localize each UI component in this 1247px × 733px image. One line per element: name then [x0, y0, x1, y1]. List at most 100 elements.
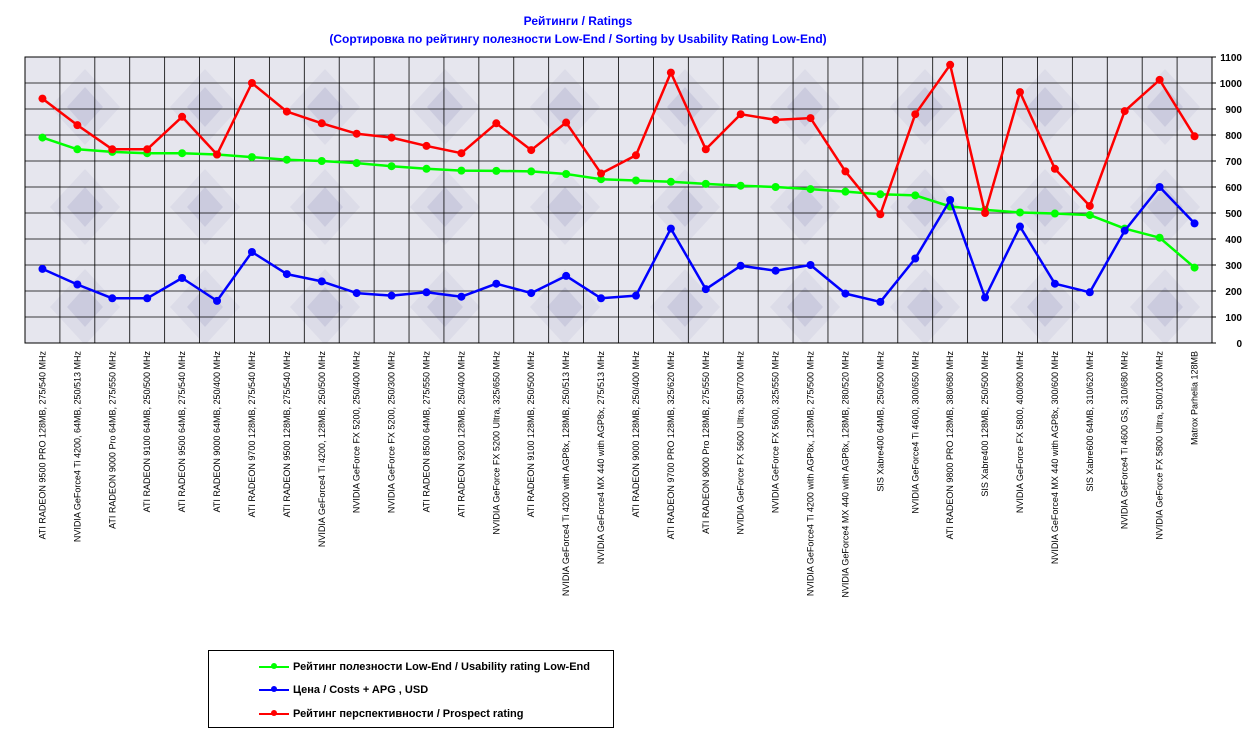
data-point-costs: [1085, 288, 1094, 297]
legend-item-costs: Цена / Costs + APG , USD: [259, 683, 428, 697]
data-point-usability: [666, 177, 675, 186]
legend-swatch-usability: [259, 663, 289, 669]
data-point-prospect: [1120, 107, 1129, 116]
series-layer: [38, 60, 1199, 306]
x-tick-label: ATI RADEON 9100 128MB, 250/500 MHz: [526, 351, 536, 518]
y-tick-label: 900: [1225, 105, 1242, 116]
data-point-costs: [108, 294, 117, 303]
data-point-prospect: [387, 133, 396, 142]
x-tick-label: NVIDIA GeForce4 Ti 4200 with AGP8x, 128M…: [561, 351, 571, 597]
data-point-prospect: [666, 68, 675, 77]
data-point-prospect: [247, 79, 256, 87]
data-point-costs: [1050, 279, 1059, 288]
data-point-costs: [876, 297, 885, 306]
y-tick-label: 100: [1225, 313, 1242, 324]
y-tick-label: 400: [1225, 235, 1242, 246]
data-point-costs: [911, 254, 920, 263]
data-point-costs: [38, 264, 47, 273]
x-tick-label: NVIDIA GeForce4 MX 440 with AGP8x, 128MB…: [840, 351, 850, 598]
x-tick-label: ATI RADEON 9500 PRO 128MB, 275/540 MHz: [37, 351, 47, 540]
y-tick-label: 1100: [1220, 53, 1242, 64]
data-point-costs: [73, 280, 82, 289]
data-point-prospect: [213, 150, 222, 159]
data-point-costs: [1155, 183, 1164, 191]
x-tick-label: NVIDIA GeForce4 Ti 4200, 64MB, 250/513 M…: [72, 351, 82, 543]
x-tick-label: ATI RADEON 9700 128MB, 275/540 MHz: [247, 351, 257, 518]
data-point-prospect: [771, 115, 780, 124]
data-point-prospect: [422, 141, 431, 150]
data-point-costs: [946, 196, 955, 204]
x-tick-label: NVIDIA GeForce4 MX 440 with AGP8x, 300/6…: [1050, 351, 1060, 565]
data-point-costs: [1120, 226, 1129, 235]
x-tick-label: ATI RADEON 9500 64MB, 275/540 MHz: [177, 351, 187, 513]
legend-item-usability: Рейтинг полезности Low-End / Usability r…: [259, 660, 590, 674]
data-point-usability: [736, 181, 745, 190]
data-point-usability: [178, 149, 187, 158]
x-tick-label: SIS Xabre400 64MB, 250/500 MHz: [875, 351, 885, 492]
data-point-costs: [457, 292, 466, 301]
data-point-costs: [143, 294, 152, 303]
data-point-prospect: [38, 94, 47, 103]
x-tick-label: NVIDIA GeForce FX 5600 Ultra, 350/700 MH…: [736, 351, 746, 535]
x-tick-label: ATI RADEON 9500 128MB, 275/540 MHz: [282, 351, 292, 518]
y-tick-label: 1000: [1220, 79, 1243, 90]
x-tick-label: NVIDIA GeForce FX 5200, 250/400 MHz: [352, 351, 362, 514]
data-point-prospect: [1190, 132, 1199, 141]
data-point-prospect: [806, 114, 815, 123]
chart-title: Рейтинги / Ratings: [523, 14, 633, 28]
data-point-costs: [841, 289, 850, 298]
data-point-usability: [911, 191, 920, 200]
data-point-prospect: [143, 145, 152, 154]
data-point-costs: [701, 285, 710, 294]
y-tick-label: 300: [1225, 261, 1242, 272]
y-tick-label: 800: [1225, 131, 1242, 142]
data-point-costs: [422, 288, 431, 297]
legend-item-prospect: Рейтинг перспективности / Prospect ratin…: [259, 707, 524, 721]
legend-swatch-prospect: [259, 710, 289, 716]
data-point-prospect: [317, 119, 326, 128]
x-tick-label: ATI RADEON 8500 64MB, 275/550 MHz: [421, 351, 431, 513]
data-point-prospect: [457, 149, 466, 158]
legend-label-usability: Рейтинг полезности Low-End / Usability r…: [293, 661, 590, 673]
data-point-costs: [317, 277, 326, 286]
data-point-prospect: [562, 118, 571, 127]
y-axis: 0 100 200 300 400 500 600 700 800 900 1000 1100: [1212, 53, 1242, 350]
series-line-costs: [41, 185, 1196, 304]
x-tick-label: ATI RADEON 9000 Pro 128MB, 275/550 MHz: [701, 351, 711, 534]
data-point-usability: [701, 179, 710, 188]
x-tick-label: ATI RADEON 9100 64MB, 250/500 MHz: [142, 351, 152, 513]
x-tick-label: NVIDIA GeForce4 Ti 4200, 128MB, 250/500 …: [317, 351, 327, 548]
data-point-costs: [1015, 222, 1024, 231]
series-line-usability: [42, 136, 1196, 269]
data-point-usability: [73, 145, 82, 154]
x-tick-label: NVIDIA GeForce FX 5800 Ultra, 500/1000 M…: [1155, 351, 1165, 540]
chart-title-block: Рейтинги / Ratings (Сортировка по рейтин…: [0, 12, 1156, 48]
x-tick-label: ATI RADEON 9200 128MB, 250/400 MHz: [456, 351, 466, 518]
data-point-prospect: [1155, 75, 1164, 84]
data-point-prospect: [631, 151, 640, 160]
data-point-costs: [631, 291, 640, 300]
y-tick-label: 200: [1225, 287, 1242, 298]
data-point-prospect: [1085, 201, 1094, 210]
x-tick-label: ATI RADEON 9800 PRO 128MB, 380/680 MHz: [945, 351, 955, 540]
x-tick-label: NVIDIA GeForce FX 5200 Ultra, 325/650 MH…: [491, 351, 501, 535]
x-tick-label: NVIDIA GeForce4 Ti 4600 GS, 310/680 MHz: [1120, 351, 1130, 530]
data-point-usability: [457, 166, 466, 175]
data-point-costs: [352, 289, 361, 298]
data-point-costs: [492, 279, 501, 288]
data-point-prospect: [1015, 88, 1024, 97]
y-tick-label: 700: [1225, 157, 1242, 168]
data-point-costs: [806, 261, 815, 269]
x-axis: ATI RADEON 9500 PRO 128MB, 275/540 MHz NV…: [37, 351, 1199, 598]
data-point-usability: [422, 164, 431, 173]
data-point-usability: [597, 175, 606, 184]
x-tick-label: ATI RADEON 9000 64MB, 250/400 MHz: [212, 351, 222, 513]
data-point-prospect: [108, 145, 117, 154]
data-point-prospect: [981, 209, 990, 217]
data-point-prospect: [178, 112, 187, 121]
data-point-prospect: [911, 110, 920, 119]
chart-subtitle: (Сортировка по рейтингу полезности Low-E…: [329, 32, 827, 46]
data-point-usability: [1050, 209, 1059, 218]
x-tick-label: NVIDIA GeForce FX 5200, 250/300 MHz: [387, 351, 397, 514]
